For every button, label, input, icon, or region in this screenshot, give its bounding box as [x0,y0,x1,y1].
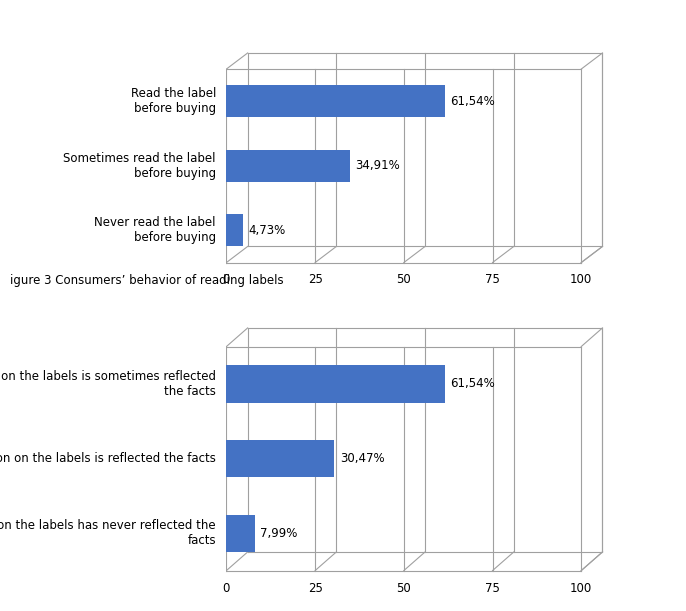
Text: 34,91%: 34,91% [355,159,401,172]
Text: 61,54%: 61,54% [450,95,495,108]
Bar [226,85,445,117]
Text: 61,54%: 61,54% [450,378,495,390]
Bar [226,150,351,182]
Text: 4,73%: 4,73% [248,224,286,237]
Bar [226,514,255,552]
Text: igure 3 Consumers’ behavior of reading labels: igure 3 Consumers’ behavior of reading l… [10,274,284,287]
Bar [226,365,445,403]
Text: 7,99%: 7,99% [260,527,298,540]
Bar [226,440,335,477]
Bar [226,214,243,246]
Text: 30,47%: 30,47% [340,452,384,465]
